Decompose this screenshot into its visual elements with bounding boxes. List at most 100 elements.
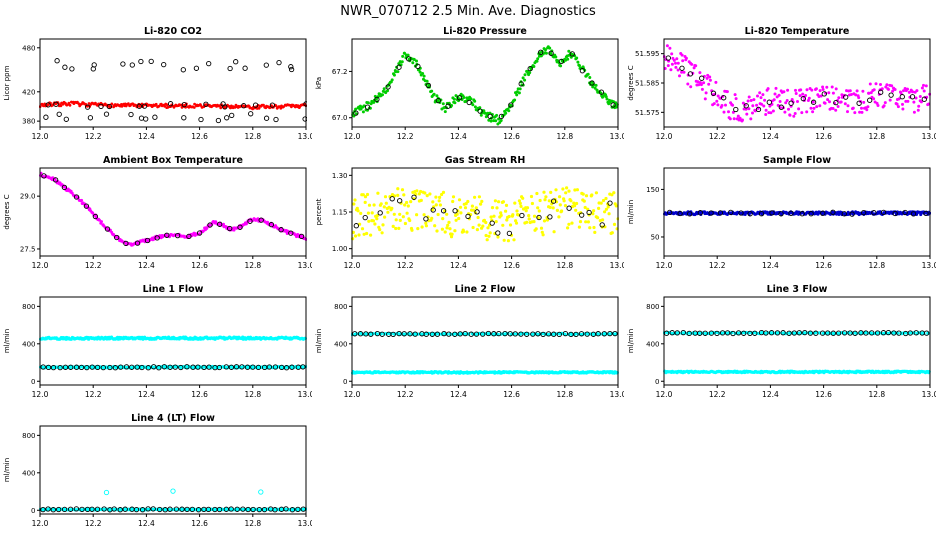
svg-text:12.2: 12.2: [709, 390, 726, 399]
svg-text:480: 480: [22, 44, 35, 52]
svg-text:13.0: 13.0: [610, 261, 624, 270]
svg-text:Li-820 CO2: Li-820 CO2: [144, 26, 202, 37]
svg-text:67.0: 67.0: [332, 114, 348, 122]
svg-text:50: 50: [651, 233, 660, 241]
svg-text:13.0: 13.0: [922, 261, 936, 270]
svg-text:Li-820 Temperature: Li-820 Temperature: [745, 26, 850, 37]
svg-text:12.2: 12.2: [397, 132, 414, 141]
svg-text:12.6: 12.6: [503, 132, 520, 141]
plots-grid: 12.0 12.2 12.4 12.6 12.8 13.0 380 420 480 Li-820 …: [0, 24, 936, 540]
plot-line1-flow: 12.0 12.2 12.4 12.6 12.8 13.0 0 400 800 Line 1 Fl…: [0, 282, 312, 411]
svg-text:13.0: 13.0: [922, 390, 936, 399]
svg-text:12.8: 12.8: [556, 132, 573, 141]
svg-text:12.4: 12.4: [450, 390, 467, 399]
svg-text:51.575: 51.575: [635, 109, 660, 117]
svg-text:ml/min: ml/min: [315, 329, 323, 353]
svg-text:12.6: 12.6: [815, 132, 832, 141]
svg-text:13.0: 13.0: [298, 390, 312, 399]
svg-text:degrees C: degrees C: [3, 194, 11, 229]
svg-text:12.0: 12.0: [32, 132, 49, 141]
svg-text:12.8: 12.8: [868, 390, 885, 399]
svg-text:Sample Flow: Sample Flow: [763, 155, 831, 166]
svg-text:12.2: 12.2: [85, 519, 102, 528]
svg-text:13.0: 13.0: [298, 519, 312, 528]
svg-text:12.6: 12.6: [503, 261, 520, 270]
svg-text:Line 2 Flow: Line 2 Flow: [455, 284, 516, 295]
svg-text:13.0: 13.0: [610, 132, 624, 141]
svg-text:12.0: 12.0: [656, 132, 673, 141]
svg-text:12.0: 12.0: [32, 390, 49, 399]
svg-text:0: 0: [31, 507, 35, 515]
svg-text:12.8: 12.8: [244, 132, 261, 141]
svg-text:12.8: 12.8: [868, 261, 885, 270]
svg-text:400: 400: [646, 340, 659, 348]
svg-text:800: 800: [22, 432, 35, 440]
svg-text:27.5: 27.5: [20, 245, 36, 253]
svg-text:12.4: 12.4: [450, 261, 467, 270]
svg-text:1.15: 1.15: [332, 209, 348, 217]
svg-text:13.0: 13.0: [298, 132, 312, 141]
svg-text:12.8: 12.8: [556, 390, 573, 399]
svg-text:12.0: 12.0: [32, 261, 49, 270]
svg-text:67.2: 67.2: [332, 68, 348, 76]
svg-text:12.4: 12.4: [762, 390, 779, 399]
svg-text:Li-820 Pressure: Li-820 Pressure: [443, 26, 527, 37]
svg-text:800: 800: [646, 303, 659, 311]
svg-text:Line 4 (LT) Flow: Line 4 (LT) Flow: [131, 413, 215, 424]
svg-text:13.0: 13.0: [610, 390, 624, 399]
plot-line4-lt-flow: 12.0 12.2 12.4 12.6 12.8 13.0 0 400 800 Line 4 (L…: [0, 411, 312, 540]
svg-text:12.6: 12.6: [191, 390, 208, 399]
svg-text:400: 400: [22, 469, 35, 477]
svg-text:12.4: 12.4: [138, 261, 155, 270]
svg-text:12.4: 12.4: [138, 390, 155, 399]
svg-text:12.6: 12.6: [191, 261, 208, 270]
svg-text:12.2: 12.2: [85, 261, 102, 270]
svg-text:12.4: 12.4: [762, 261, 779, 270]
svg-text:12.8: 12.8: [244, 519, 261, 528]
svg-text:800: 800: [334, 303, 347, 311]
svg-text:12.8: 12.8: [556, 261, 573, 270]
svg-text:12.4: 12.4: [762, 132, 779, 141]
svg-text:12.0: 12.0: [656, 390, 673, 399]
svg-text:12.2: 12.2: [85, 390, 102, 399]
svg-text:0: 0: [31, 378, 35, 386]
svg-text:400: 400: [334, 340, 347, 348]
svg-text:Ambient Box Temperature: Ambient Box Temperature: [103, 155, 243, 166]
svg-text:12.0: 12.0: [344, 261, 361, 270]
svg-text:ml/min: ml/min: [627, 329, 635, 353]
svg-text:12.4: 12.4: [138, 132, 155, 141]
svg-text:12.6: 12.6: [815, 261, 832, 270]
svg-text:12.4: 12.4: [138, 519, 155, 528]
svg-text:Line 1 Flow: Line 1 Flow: [143, 284, 204, 295]
svg-text:percent: percent: [315, 198, 323, 225]
plot-li820-pressure: 12.0 12.2 12.4 12.6 12.8 13.0 67.0 67.2 Li-820 P…: [312, 24, 624, 153]
svg-text:400: 400: [22, 340, 35, 348]
svg-text:420: 420: [22, 88, 35, 96]
plot-sample-flow: 12.0 12.2 12.4 12.6 12.8 13.0 50 150 Sample Flow…: [624, 153, 936, 282]
svg-text:kPa: kPa: [315, 77, 323, 89]
plot-gas-stream-rh: 12.0 12.2 12.4 12.6 12.8 13.0 1.00 1.15 1.30 Gas …: [312, 153, 624, 282]
svg-text:12.2: 12.2: [709, 261, 726, 270]
svg-text:51.595: 51.595: [635, 50, 660, 58]
svg-text:12.0: 12.0: [32, 519, 49, 528]
svg-text:12.2: 12.2: [709, 132, 726, 141]
svg-text:29.0: 29.0: [20, 193, 36, 201]
svg-text:12.2: 12.2: [397, 390, 414, 399]
page-title: NWR_070712 2.5 Min. Ave. Diagnostics: [340, 4, 596, 19]
svg-text:12.2: 12.2: [85, 132, 102, 141]
svg-text:12.8: 12.8: [244, 261, 261, 270]
svg-text:12.6: 12.6: [191, 132, 208, 141]
svg-text:13.0: 13.0: [922, 132, 936, 141]
plot-ambient-box-temperature: 12.0 12.2 12.4 12.6 12.8 13.0 27.5 29.0 Ambient …: [0, 153, 312, 282]
svg-text:Gas Stream RH: Gas Stream RH: [445, 155, 526, 166]
svg-text:ml/min: ml/min: [3, 329, 11, 353]
svg-text:150: 150: [646, 186, 659, 194]
svg-text:Licor ppm: Licor ppm: [3, 65, 11, 100]
svg-text:1.30: 1.30: [332, 172, 348, 180]
svg-text:12.6: 12.6: [191, 519, 208, 528]
svg-text:Line 3 Flow: Line 3 Flow: [767, 284, 828, 295]
svg-text:0: 0: [655, 378, 659, 386]
svg-text:12.6: 12.6: [815, 390, 832, 399]
svg-text:380: 380: [22, 118, 35, 126]
